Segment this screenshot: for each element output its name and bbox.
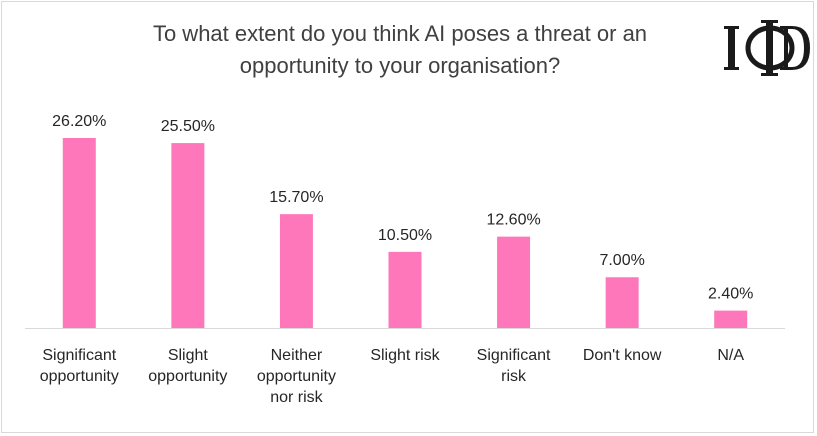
category-label-6: N/A	[717, 347, 745, 364]
data-label-4: 12.60%	[486, 212, 540, 229]
bar-2	[279, 214, 313, 328]
data-label-0: 26.20%	[52, 113, 106, 130]
category-label-4: Significant risk	[476, 347, 551, 385]
chart-title: To what extent do you think AI poses a t…	[152, 21, 648, 78]
bar-3	[388, 251, 422, 328]
bar-4	[497, 236, 531, 328]
data-label-1: 25.50%	[161, 118, 215, 135]
data-label-6: 2.40%	[708, 286, 753, 303]
category-label-0: Significant opportunity	[39, 347, 119, 385]
bar-5	[605, 277, 639, 328]
data-label-3: 10.50%	[378, 227, 432, 244]
category-label-3: Slight risk	[370, 347, 440, 364]
bar-6	[714, 310, 748, 328]
category-label-2: Neither opportunity nor risk	[256, 347, 336, 406]
bar-0	[62, 138, 96, 328]
bar-1	[171, 143, 205, 328]
category-label-1: Slight opportunity	[148, 347, 228, 385]
data-label-5: 7.00%	[599, 252, 644, 269]
data-label-2: 15.70%	[269, 189, 323, 206]
category-label-5: Don't know	[582, 347, 662, 364]
iod-logo	[724, 20, 810, 76]
